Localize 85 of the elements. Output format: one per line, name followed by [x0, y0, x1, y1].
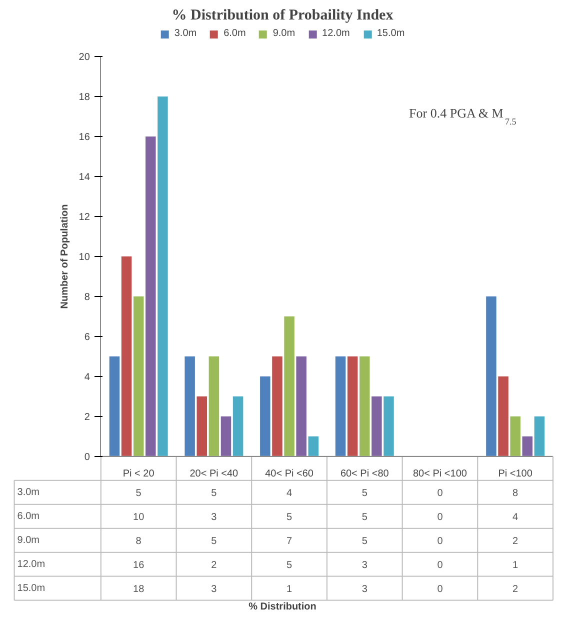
chart-title: % Distribution of Probaility Index	[172, 8, 394, 24]
bar	[220, 416, 232, 456]
text: 9.0m	[17, 534, 40, 546]
data-label: 5	[211, 488, 218, 499]
bar	[121, 256, 132, 456]
data-label: 2	[512, 584, 519, 595]
y-tick-label: 18	[78, 92, 90, 103]
data-label: 4	[286, 488, 292, 499]
legend-label: 3.0m	[174, 28, 197, 39]
data-label: 4	[512, 512, 519, 523]
data-label: 5	[362, 536, 368, 547]
bar	[360, 356, 370, 456]
data-label: 8	[136, 536, 142, 547]
data-label: 7	[286, 536, 292, 547]
legend-label: 9.0m	[272, 28, 296, 39]
data-label: 0	[437, 536, 444, 547]
bar	[109, 356, 120, 456]
text: 3.0m	[17, 486, 40, 498]
text: 12.0m	[17, 558, 46, 570]
x-tick-label: 80< Pi <100	[413, 468, 468, 480]
bar	[308, 436, 319, 456]
bar	[260, 376, 270, 456]
bar	[347, 356, 358, 456]
bar	[133, 296, 144, 456]
legend-label: 12.0m	[322, 28, 350, 39]
bar	[208, 356, 220, 456]
bar	[522, 436, 532, 456]
y-tick-label: 16	[78, 132, 90, 143]
bar	[158, 96, 168, 456]
bar	[372, 396, 382, 456]
bar	[384, 396, 394, 456]
text: 15.0m	[17, 582, 46, 594]
data-label: 5	[136, 488, 142, 499]
y-tick-label: 8	[84, 292, 90, 303]
data-label: 2	[211, 560, 218, 571]
x-tick-label: Pi < 20	[122, 468, 155, 480]
text: 6.0m	[17, 510, 40, 522]
data-label: 1	[512, 560, 519, 571]
y-tick-label: 4	[84, 372, 90, 383]
y-tick-label: 10	[78, 252, 90, 263]
bar	[284, 316, 294, 456]
data-label: 2	[512, 536, 519, 547]
legend-label: 6.0m	[224, 28, 246, 39]
data-label: 0	[437, 560, 444, 571]
y-tick-label: 2	[84, 412, 90, 423]
bar	[272, 356, 282, 456]
x-tick-label: 60< Pi <80	[340, 468, 390, 480]
y-axis-title: Number of Population	[59, 204, 70, 309]
data-label: 5	[286, 512, 292, 523]
bar	[486, 296, 496, 456]
bar	[498, 376, 508, 456]
data-label: 3	[211, 512, 218, 523]
y-tick-label: 20	[78, 52, 90, 63]
x-tick-label: 40< Pi <60	[265, 468, 314, 480]
bar	[510, 416, 520, 456]
x-tick-label: 20< Pi <40	[190, 468, 239, 480]
bar	[184, 356, 195, 456]
data-label: 0	[437, 488, 444, 499]
data-label: 5	[286, 560, 292, 571]
x-tick-label: Pi <100	[498, 468, 533, 480]
bar	[296, 356, 306, 456]
data-label: 3	[362, 584, 368, 595]
data-label: 5	[362, 512, 368, 523]
data-label: 18	[133, 584, 145, 595]
data-label: 0	[437, 512, 444, 523]
data-label: 5	[211, 536, 218, 547]
bar	[232, 396, 244, 456]
data-label: 5	[362, 488, 368, 499]
data-label: 3	[362, 560, 368, 571]
data-label: 3	[211, 584, 218, 595]
bar	[335, 356, 346, 456]
bar	[534, 416, 545, 456]
bar	[196, 396, 208, 456]
legend-label: 15.0m	[376, 28, 405, 39]
y-tick-label: 12	[78, 212, 90, 223]
text: % Distribution	[248, 602, 316, 612]
data-label: 10	[133, 512, 145, 523]
data-label: 16	[133, 560, 145, 571]
y-tick-label: 0	[84, 452, 90, 463]
data-label: 8	[512, 488, 519, 499]
y-tick-label: 14	[78, 172, 90, 183]
bar	[146, 136, 156, 456]
data-label: 1	[286, 584, 292, 595]
y-tick-label: 6	[84, 332, 90, 343]
data-label: 0	[437, 584, 444, 595]
